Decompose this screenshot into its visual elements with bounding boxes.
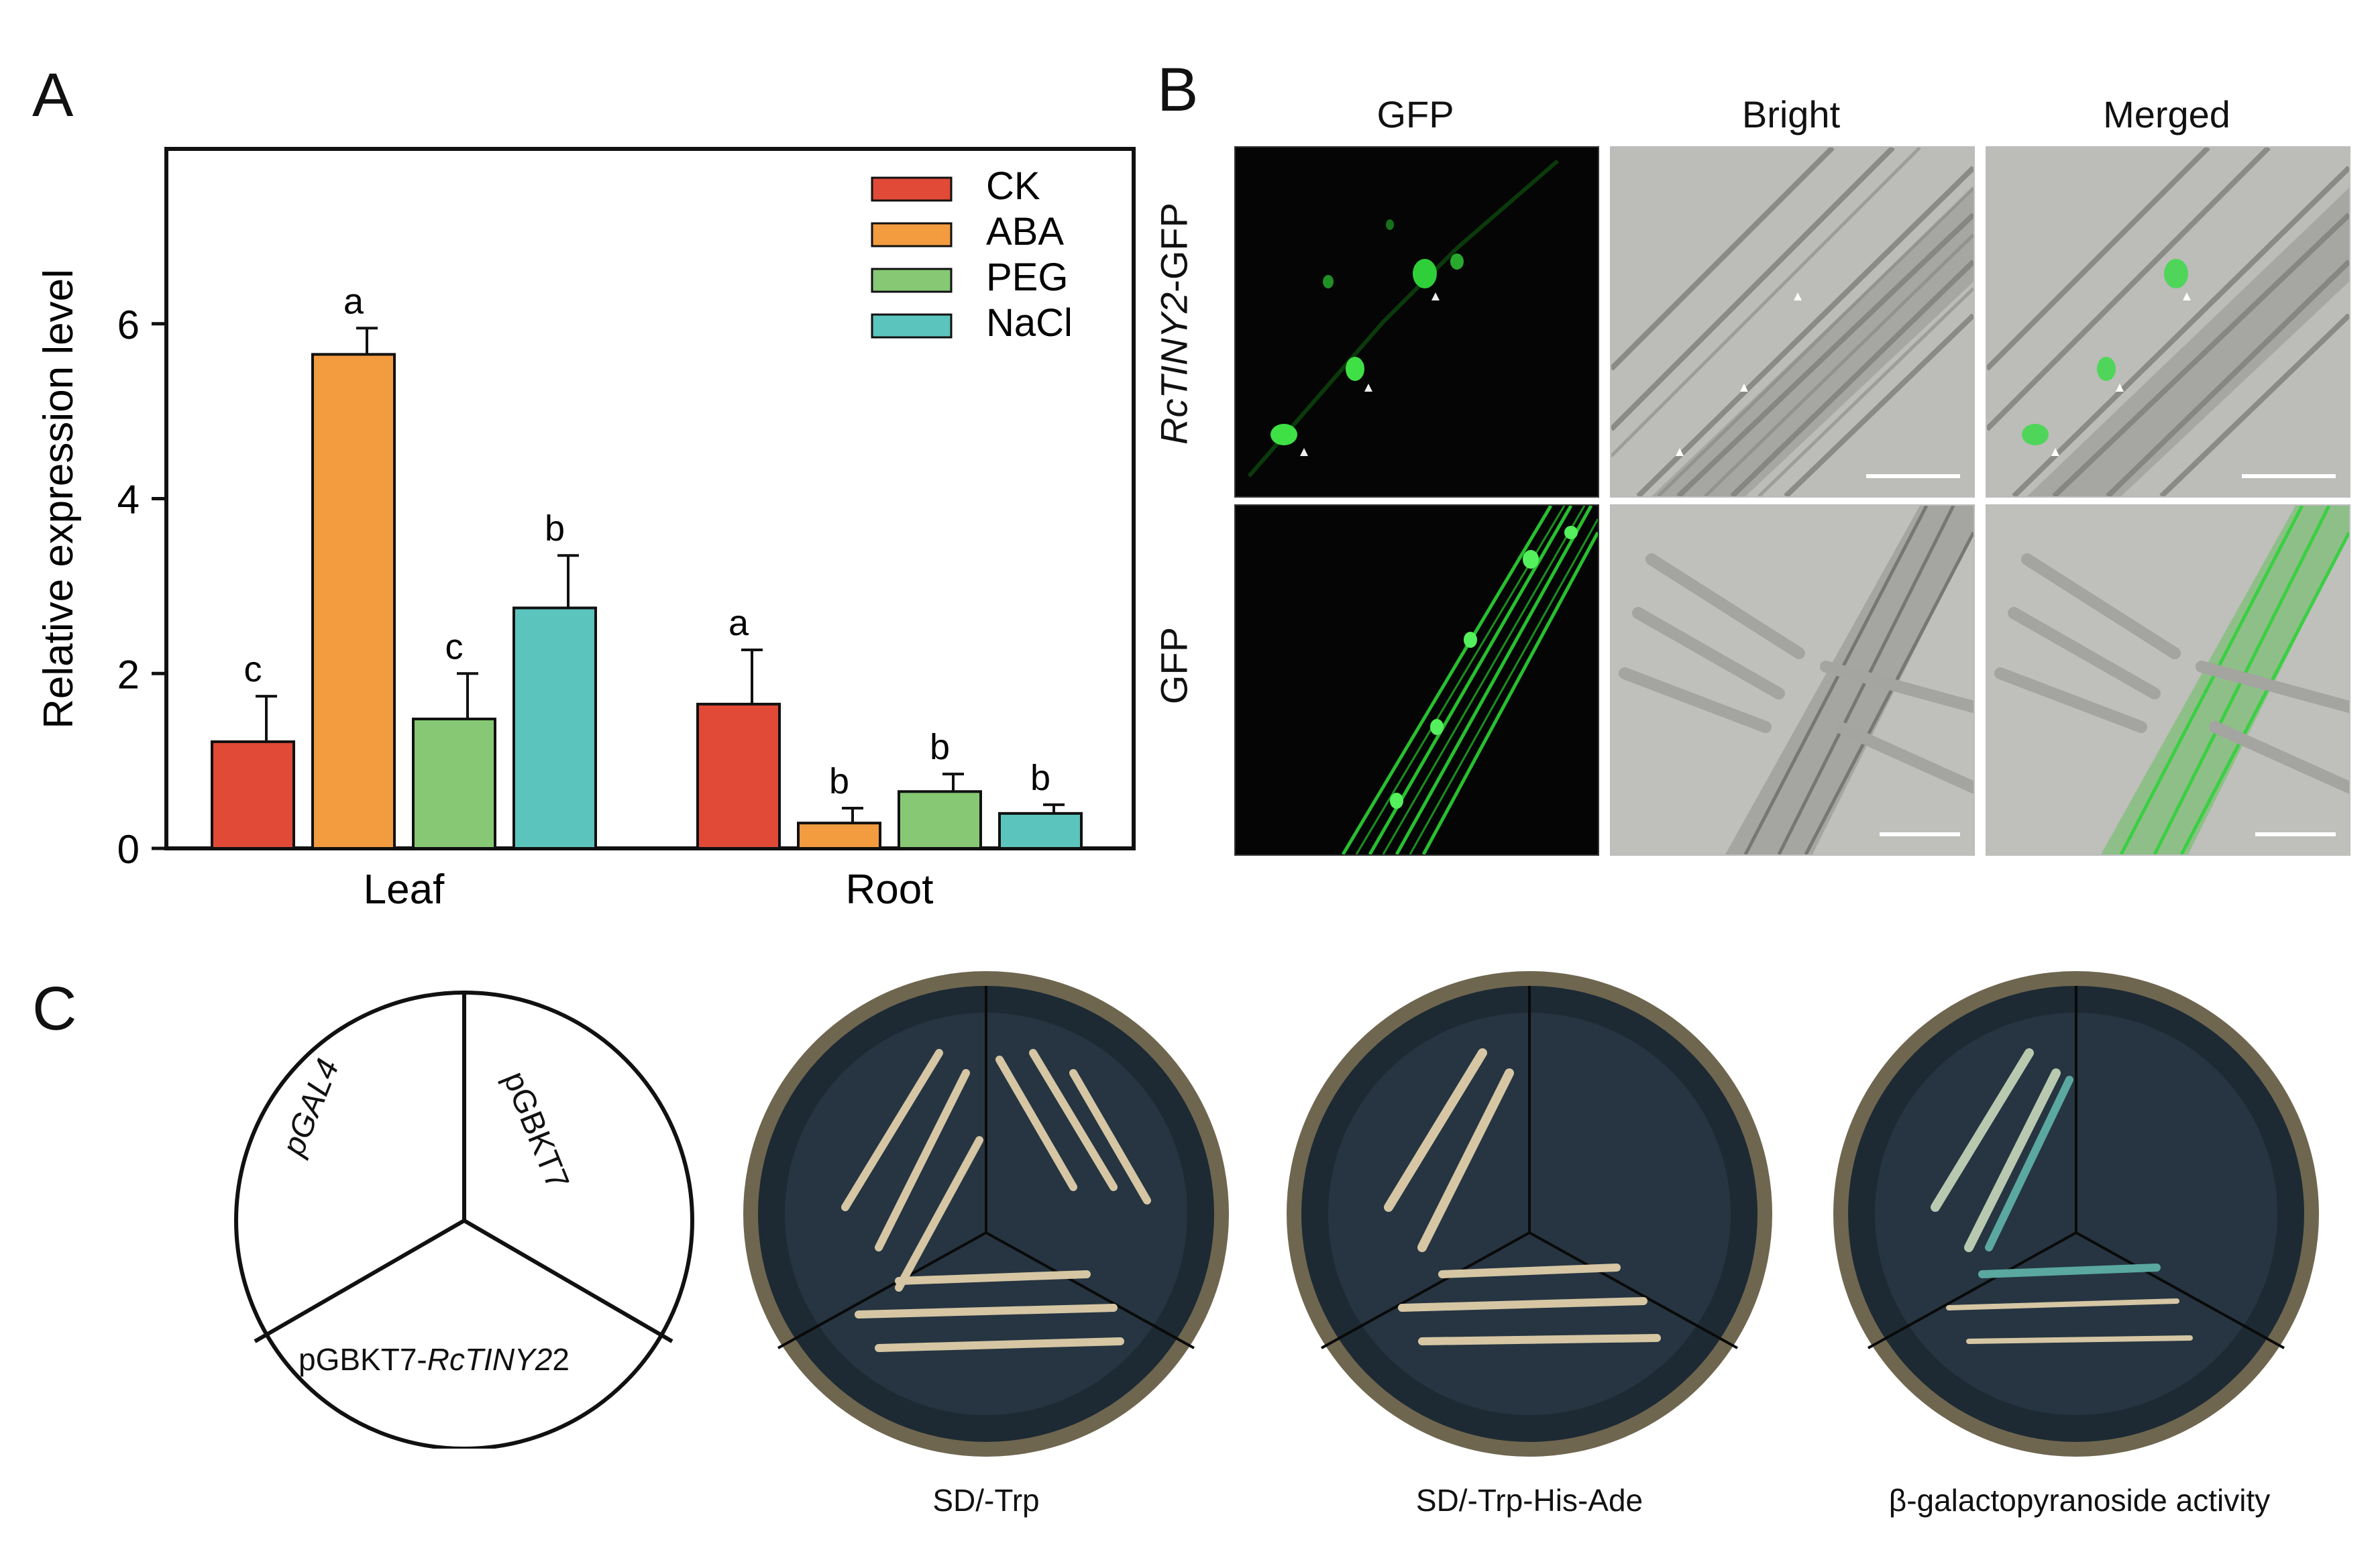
plate-sector-diagram <box>234 991 694 1449</box>
y-axis: 0 2 4 6 <box>117 302 166 872</box>
micro-image-merged-control <box>1986 504 2350 856</box>
y-tick-label: 4 <box>117 478 140 522</box>
gene-name: RcTINY2 <box>1152 292 1195 445</box>
micro-image-bright-control <box>1610 504 1975 856</box>
bar-ck-root <box>696 702 781 850</box>
significance-label: c <box>445 626 464 667</box>
micro-image-gfp-control <box>1234 504 1599 856</box>
bar-ck-leaf <box>211 740 295 850</box>
legend-swatch <box>871 222 953 247</box>
column-header-merged: Merged <box>2103 93 2230 135</box>
y-tick-label: 2 <box>117 652 140 697</box>
legend-label: ABA <box>986 210 1064 254</box>
y-tick-label: 6 <box>117 302 140 347</box>
x-tick-label: Root <box>846 866 934 913</box>
significance-label: a <box>728 603 749 643</box>
row-header-rctiny2-gfp: RcTINY2-GFP <box>1152 170 1196 478</box>
micro-image-merged-rctiny2 <box>1986 146 2350 498</box>
plate-caption-sd-trp: SD/-Trp <box>932 1483 1040 1518</box>
yeast-plate-beta-gal <box>1833 971 2319 1457</box>
bar-nacl-leaf <box>512 606 597 850</box>
bar-peg-leaf <box>412 718 496 850</box>
x-axis: Leaf Root <box>364 866 934 913</box>
gene-suffix: -GFP <box>1152 203 1195 292</box>
micro-image-gfp-rctiny2 <box>1234 146 1599 498</box>
bar-nacl-root <box>998 812 1083 850</box>
bar-aba-leaf <box>311 353 396 850</box>
bar-aba-root <box>797 822 881 850</box>
significance-label: c <box>244 649 262 689</box>
plate-caption-sd-trp-his-ade: SD/-Trp-His-Ade <box>1415 1483 1643 1518</box>
row-header-gfp: GFP <box>1152 626 1195 705</box>
legend-label: PEG <box>986 256 1069 299</box>
bar-group: c a c b a b b b <box>211 281 1083 850</box>
y-tick-label: 0 <box>117 827 140 872</box>
column-header-gfp: GFP <box>1376 93 1454 135</box>
panel-label-b: B <box>1157 56 1199 124</box>
micro-image-bright-rctiny2 <box>1610 146 1975 498</box>
sector-label-pgbkt7-rctiny2: pGBKT7-RcTINY22 <box>299 1342 570 1377</box>
legend-swatch <box>871 176 953 202</box>
x-tick-label: Leaf <box>364 866 445 913</box>
legend-label: NaCl <box>986 301 1073 345</box>
panel-label-c: C <box>32 974 77 1043</box>
significance-label: a <box>343 281 364 321</box>
significance-label: b <box>930 727 950 767</box>
legend-swatch <box>871 313 953 339</box>
y-axis-label: Relative expression level <box>36 269 82 729</box>
legend-swatch <box>871 268 953 293</box>
yeast-plate-sd-trp-his-ade <box>1287 971 1772 1457</box>
plate-caption-beta-gal: β-galactopyranoside activity <box>1888 1483 2271 1518</box>
significance-label: b <box>829 761 849 801</box>
yeast-plate-sd-trp <box>743 971 1229 1457</box>
column-header-bright: Bright <box>1741 93 1841 135</box>
legend-label: CK <box>986 164 1040 208</box>
significance-label: b <box>545 508 565 549</box>
significance-label: b <box>1030 758 1050 798</box>
panel-label-a: A <box>32 61 74 129</box>
bar-peg-root <box>898 790 982 850</box>
